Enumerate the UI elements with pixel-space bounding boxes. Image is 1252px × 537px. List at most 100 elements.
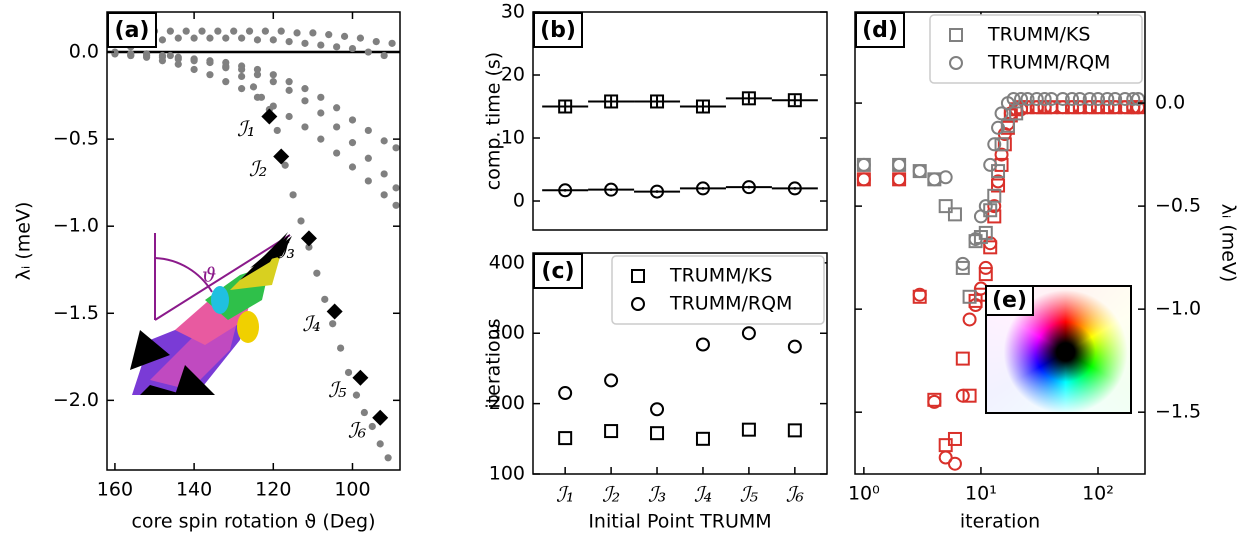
data-point <box>340 32 349 40</box>
data-point <box>1072 100 1087 115</box>
y-axis-label: λᵢ (meV) <box>13 202 35 281</box>
data-point <box>978 260 993 275</box>
data-point <box>392 184 400 192</box>
data-point <box>253 71 262 79</box>
data-point <box>269 71 277 79</box>
data-point <box>1000 118 1015 133</box>
data-point <box>1055 100 1070 115</box>
legend-label: TRUMM/KS <box>987 24 1090 46</box>
data-point <box>333 149 341 157</box>
data-point <box>198 27 206 35</box>
data-point <box>384 454 392 462</box>
data-point <box>285 78 293 86</box>
data-point <box>364 154 372 162</box>
plot-area <box>107 27 400 462</box>
y-tick-label: 20 <box>501 64 525 86</box>
data-point <box>1091 91 1106 106</box>
data-point <box>285 112 293 121</box>
data-point <box>787 423 802 438</box>
data-point <box>380 137 388 145</box>
data-point <box>174 60 182 68</box>
y-tick-label: −1.0 <box>1155 298 1201 320</box>
plot-area <box>542 91 818 199</box>
panel-label-box <box>533 12 583 48</box>
data-point <box>1055 91 1070 106</box>
data-point <box>352 369 369 386</box>
data-point <box>277 27 285 35</box>
data-point <box>938 170 953 185</box>
data-point <box>892 157 907 172</box>
x-tick-label: 10¹ <box>965 483 997 505</box>
panel-label: (b) <box>540 18 576 43</box>
data-point <box>978 225 993 240</box>
legend-label: TRUMM/RQM <box>987 52 1110 74</box>
data-point <box>333 123 341 131</box>
data-point <box>1091 100 1106 115</box>
data-point <box>326 303 343 320</box>
y-tick-label: 0 <box>513 190 525 212</box>
data-point <box>317 41 325 49</box>
data-point <box>650 426 665 441</box>
point-label: ℐ₄ <box>302 312 320 336</box>
panel-label: (c) <box>541 259 574 284</box>
data-point <box>333 104 341 112</box>
x-axis-label: Initial Point TRUMM <box>588 511 771 533</box>
legend-label: TRUMM/KS <box>669 265 772 287</box>
data-point <box>955 351 970 366</box>
data-point <box>301 85 309 93</box>
point-label: ℐ₃ <box>277 239 295 263</box>
data-point <box>1108 91 1123 106</box>
data-point <box>856 157 871 172</box>
data-point <box>987 137 1002 152</box>
data-point <box>325 31 333 39</box>
data-point <box>253 65 262 74</box>
data-point <box>991 178 1006 193</box>
data-point <box>293 29 301 37</box>
x-tick-label: ℐ₁ <box>556 483 574 507</box>
data-point <box>558 431 573 446</box>
data-point <box>987 188 1002 203</box>
data-point <box>1020 91 1035 106</box>
data-point <box>301 39 309 47</box>
legend-box <box>611 255 825 325</box>
data-point <box>289 191 297 199</box>
data-point <box>787 93 802 108</box>
data-point <box>158 51 167 60</box>
data-point <box>285 38 293 46</box>
data-point <box>994 147 1009 162</box>
data-point <box>230 27 238 35</box>
data-point <box>994 106 1009 121</box>
data-point <box>249 83 258 91</box>
data-point <box>695 181 710 196</box>
x-tick-label: 160 <box>97 479 133 501</box>
data-point <box>166 27 174 35</box>
data-point <box>348 139 357 147</box>
data-point <box>650 402 665 417</box>
data-point <box>978 267 993 282</box>
data-point <box>317 93 325 101</box>
data-point <box>360 408 368 417</box>
data-point <box>1117 91 1132 106</box>
data-point <box>947 456 962 471</box>
data-point <box>1029 91 1044 106</box>
data-point <box>111 50 119 58</box>
data-point <box>380 170 388 178</box>
data-point <box>317 109 325 117</box>
data-point <box>372 409 389 426</box>
legend-box <box>929 14 1143 84</box>
data-point <box>273 126 281 135</box>
x-axis-label: iteration <box>960 511 1040 533</box>
x-tick-label: ℐ₃ <box>648 483 666 507</box>
data-point <box>994 137 1009 152</box>
x-tick-label: 10² <box>1082 483 1114 505</box>
data-point <box>604 373 619 388</box>
point-label: ℐ₂ <box>249 157 267 181</box>
y-tick-label: 200 <box>489 392 525 414</box>
data-point <box>301 97 309 105</box>
data-point <box>983 157 998 172</box>
data-point <box>955 388 970 403</box>
data-point <box>380 191 388 199</box>
data-point <box>955 256 970 271</box>
data-point <box>787 339 802 354</box>
